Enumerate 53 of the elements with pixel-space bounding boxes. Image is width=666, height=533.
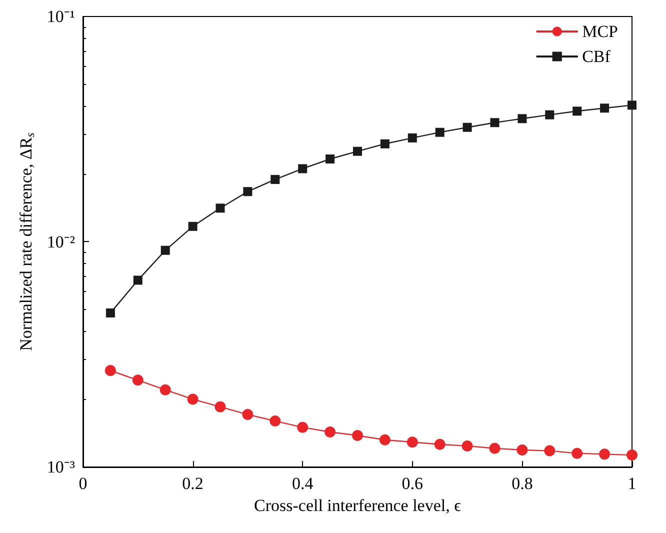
point: [326, 154, 335, 164]
point: [160, 246, 170, 255]
point: [462, 440, 473, 452]
x-tick-label: 0.6: [402, 474, 424, 493]
y-tick-label: 10⁻²: [46, 232, 75, 252]
point: [133, 276, 142, 285]
point: [434, 438, 446, 450]
x-tick-label: 0.2: [182, 474, 204, 493]
point: [380, 139, 390, 148]
point: [352, 430, 363, 441]
point: [132, 374, 144, 386]
point: [572, 106, 582, 116]
x-tick-label: 0: [78, 474, 88, 493]
point: [600, 104, 610, 113]
point: [243, 187, 252, 196]
point: [298, 164, 308, 174]
point: [106, 308, 115, 318]
x-tick-label: 1: [628, 474, 636, 493]
point: [518, 114, 527, 124]
point: [490, 118, 500, 128]
point: [297, 422, 308, 433]
point: [242, 409, 254, 420]
point: [187, 394, 198, 405]
x-tick-label: 0.8: [512, 474, 533, 493]
y-axis-title: Normalized rate difference, ΔRs: [16, 132, 38, 351]
point: [104, 365, 116, 376]
x-axis-title: Cross-cell interference level, ϵ: [254, 496, 462, 515]
point: [545, 110, 554, 120]
point: [379, 434, 390, 446]
point: [462, 122, 472, 132]
point: [270, 174, 280, 184]
point: [435, 128, 444, 137]
x-tick-label: 0.4: [292, 474, 314, 493]
y-tick-label: 10⁻³: [46, 458, 75, 476]
point: [188, 222, 198, 231]
point: [214, 401, 226, 412]
point: [572, 448, 583, 459]
point: [216, 204, 225, 213]
point: [516, 444, 528, 456]
point: [489, 442, 500, 454]
point: [628, 100, 636, 110]
point: [599, 448, 610, 460]
point: [160, 384, 171, 396]
point: [406, 436, 418, 448]
point: [324, 426, 336, 438]
point: [626, 450, 638, 461]
legend-label: MCP: [582, 22, 618, 41]
y-tick-label: 10⁻¹: [46, 7, 75, 26]
point: [353, 146, 362, 156]
point: [270, 416, 281, 427]
point: [544, 445, 556, 456]
legend-label: CBf: [582, 47, 611, 66]
point: [408, 133, 417, 142]
